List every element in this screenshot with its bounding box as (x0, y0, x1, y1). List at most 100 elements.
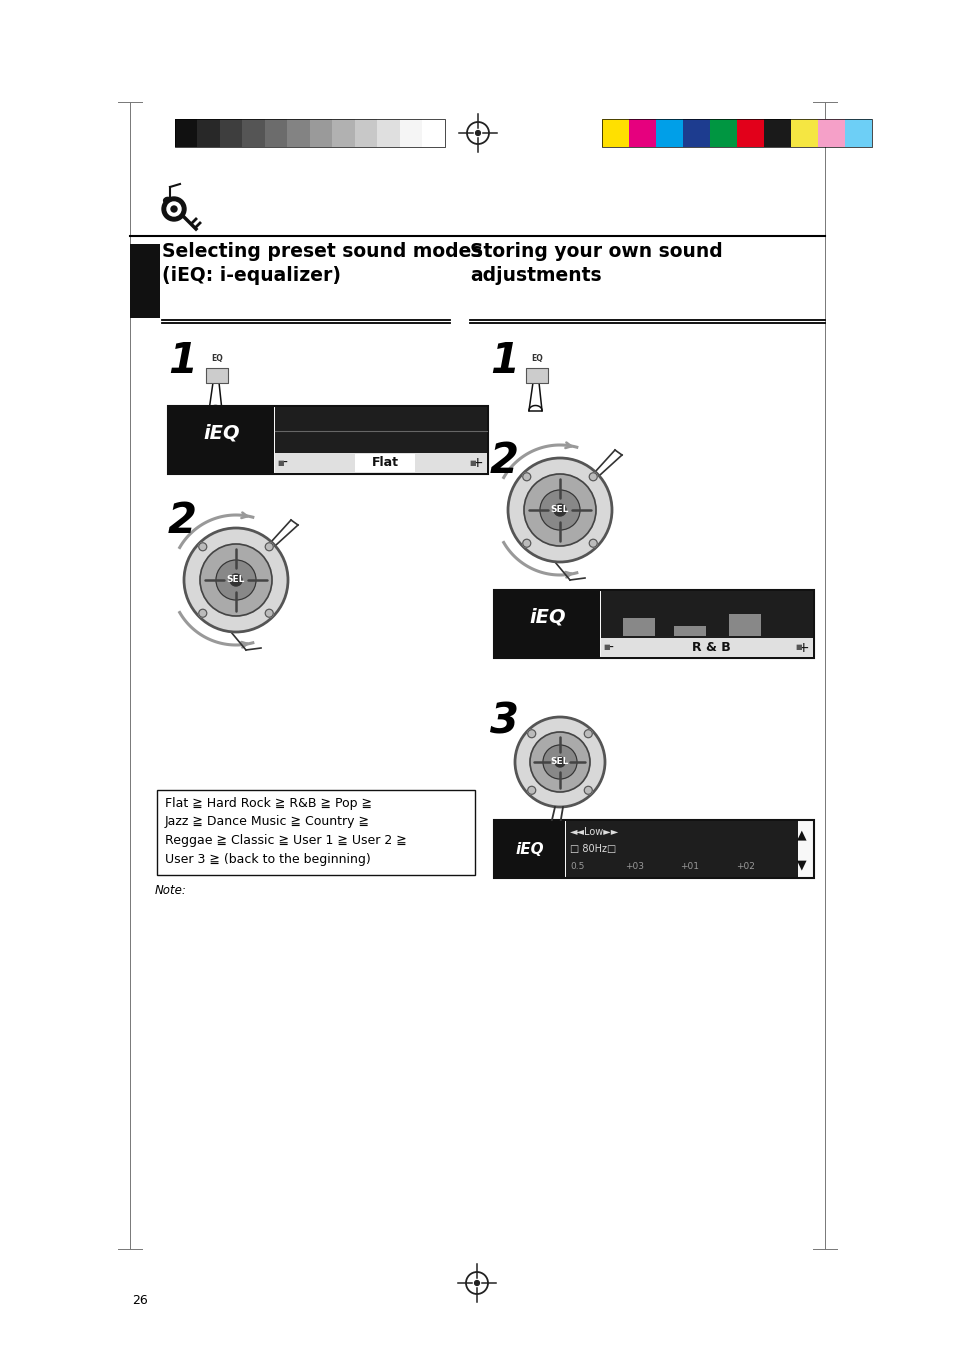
Bar (174, 119, 444, 147)
Bar (737, 119, 763, 147)
Bar (130, 245, 160, 317)
Bar (287, 119, 310, 147)
Circle shape (515, 717, 604, 807)
Bar (377, 119, 400, 147)
Circle shape (554, 504, 565, 516)
Text: SEL: SEL (227, 576, 245, 585)
Text: 26: 26 (132, 1293, 148, 1306)
Circle shape (230, 574, 242, 586)
Bar (206, 367, 228, 382)
Text: ■: ■ (469, 459, 476, 466)
Text: Storing your own sound
adjustments: Storing your own sound adjustments (470, 242, 722, 285)
Text: ◄◄Low►►: ◄◄Low►► (569, 827, 618, 836)
Circle shape (171, 205, 177, 212)
Circle shape (200, 544, 272, 616)
Text: 1: 1 (168, 340, 196, 382)
Circle shape (539, 490, 579, 530)
Bar (494, 820, 813, 878)
Bar (709, 119, 737, 147)
Bar (355, 119, 377, 147)
Text: ■: ■ (602, 644, 609, 650)
Bar (495, 821, 564, 877)
Bar (310, 119, 333, 147)
Bar (844, 119, 872, 147)
Bar (565, 821, 797, 877)
Circle shape (542, 744, 577, 780)
Text: Flat: Flat (372, 457, 398, 470)
Bar (274, 407, 486, 453)
Bar (601, 119, 871, 147)
Bar (355, 454, 415, 471)
Bar (242, 119, 265, 147)
Circle shape (507, 458, 612, 562)
Circle shape (589, 539, 597, 547)
Text: iEQ: iEQ (203, 424, 239, 443)
Circle shape (583, 730, 592, 738)
Text: Flat ≧ Hard Rock ≧ R&B ≧ Pop ≧
Jazz ≧ Dance Music ≧ Country ≧
Reggae ≧ Classic ≧: Flat ≧ Hard Rock ≧ R&B ≧ Pop ≧ Jazz ≧ Da… (165, 797, 406, 866)
Bar (674, 626, 705, 636)
Text: +03: +03 (624, 862, 643, 871)
Circle shape (522, 473, 530, 481)
Text: Note:: Note: (154, 884, 187, 897)
Text: +02: +02 (735, 862, 754, 871)
Bar (265, 119, 288, 147)
Circle shape (198, 609, 207, 617)
Text: ■: ■ (794, 644, 801, 650)
Circle shape (167, 203, 181, 216)
Text: -: - (608, 640, 613, 654)
Text: +01: +01 (679, 862, 699, 871)
Circle shape (215, 561, 255, 600)
Bar (174, 119, 198, 147)
Bar (168, 407, 488, 474)
Bar (600, 638, 812, 657)
Text: Selecting preset sound modes
(iEQ: i-equalizer): Selecting preset sound modes (iEQ: i-equ… (162, 242, 482, 285)
Circle shape (184, 528, 288, 632)
Text: 2: 2 (490, 440, 518, 482)
Text: iEQ: iEQ (529, 608, 565, 627)
Text: ▼: ▼ (797, 859, 806, 871)
Circle shape (527, 730, 536, 738)
Text: +: + (471, 457, 482, 470)
Text: 3: 3 (490, 700, 518, 742)
Bar (728, 613, 760, 636)
Text: -: - (282, 457, 287, 470)
Bar (790, 119, 818, 147)
Bar (601, 119, 629, 147)
Text: SEL: SEL (550, 758, 569, 766)
Bar (333, 119, 355, 147)
Circle shape (162, 197, 186, 222)
Text: 1: 1 (490, 340, 518, 382)
Bar (494, 590, 813, 658)
Bar (525, 367, 547, 382)
Circle shape (522, 539, 530, 547)
Bar (622, 617, 655, 636)
Text: ▲: ▲ (797, 828, 806, 842)
Ellipse shape (163, 197, 171, 203)
Circle shape (198, 543, 207, 551)
Bar (628, 119, 656, 147)
Circle shape (527, 786, 536, 794)
Bar (682, 119, 710, 147)
Bar (274, 453, 486, 473)
Bar (197, 119, 220, 147)
Circle shape (583, 786, 592, 794)
Circle shape (589, 473, 597, 481)
Circle shape (476, 131, 480, 135)
Circle shape (265, 543, 273, 551)
Text: SEL: SEL (550, 505, 569, 515)
Text: □ 80Hz□: □ 80Hz□ (569, 844, 616, 854)
Circle shape (530, 732, 589, 792)
Text: iEQ: iEQ (516, 842, 544, 857)
Circle shape (523, 474, 596, 546)
Bar (817, 119, 844, 147)
Circle shape (555, 757, 564, 767)
Text: EQ: EQ (211, 354, 223, 363)
Text: +: + (797, 640, 808, 654)
Text: 0.5: 0.5 (569, 862, 584, 871)
Text: ■: ■ (276, 459, 283, 466)
Bar (399, 119, 422, 147)
Bar (600, 590, 812, 638)
Circle shape (265, 609, 273, 617)
Circle shape (474, 1281, 479, 1285)
Bar (422, 119, 445, 147)
